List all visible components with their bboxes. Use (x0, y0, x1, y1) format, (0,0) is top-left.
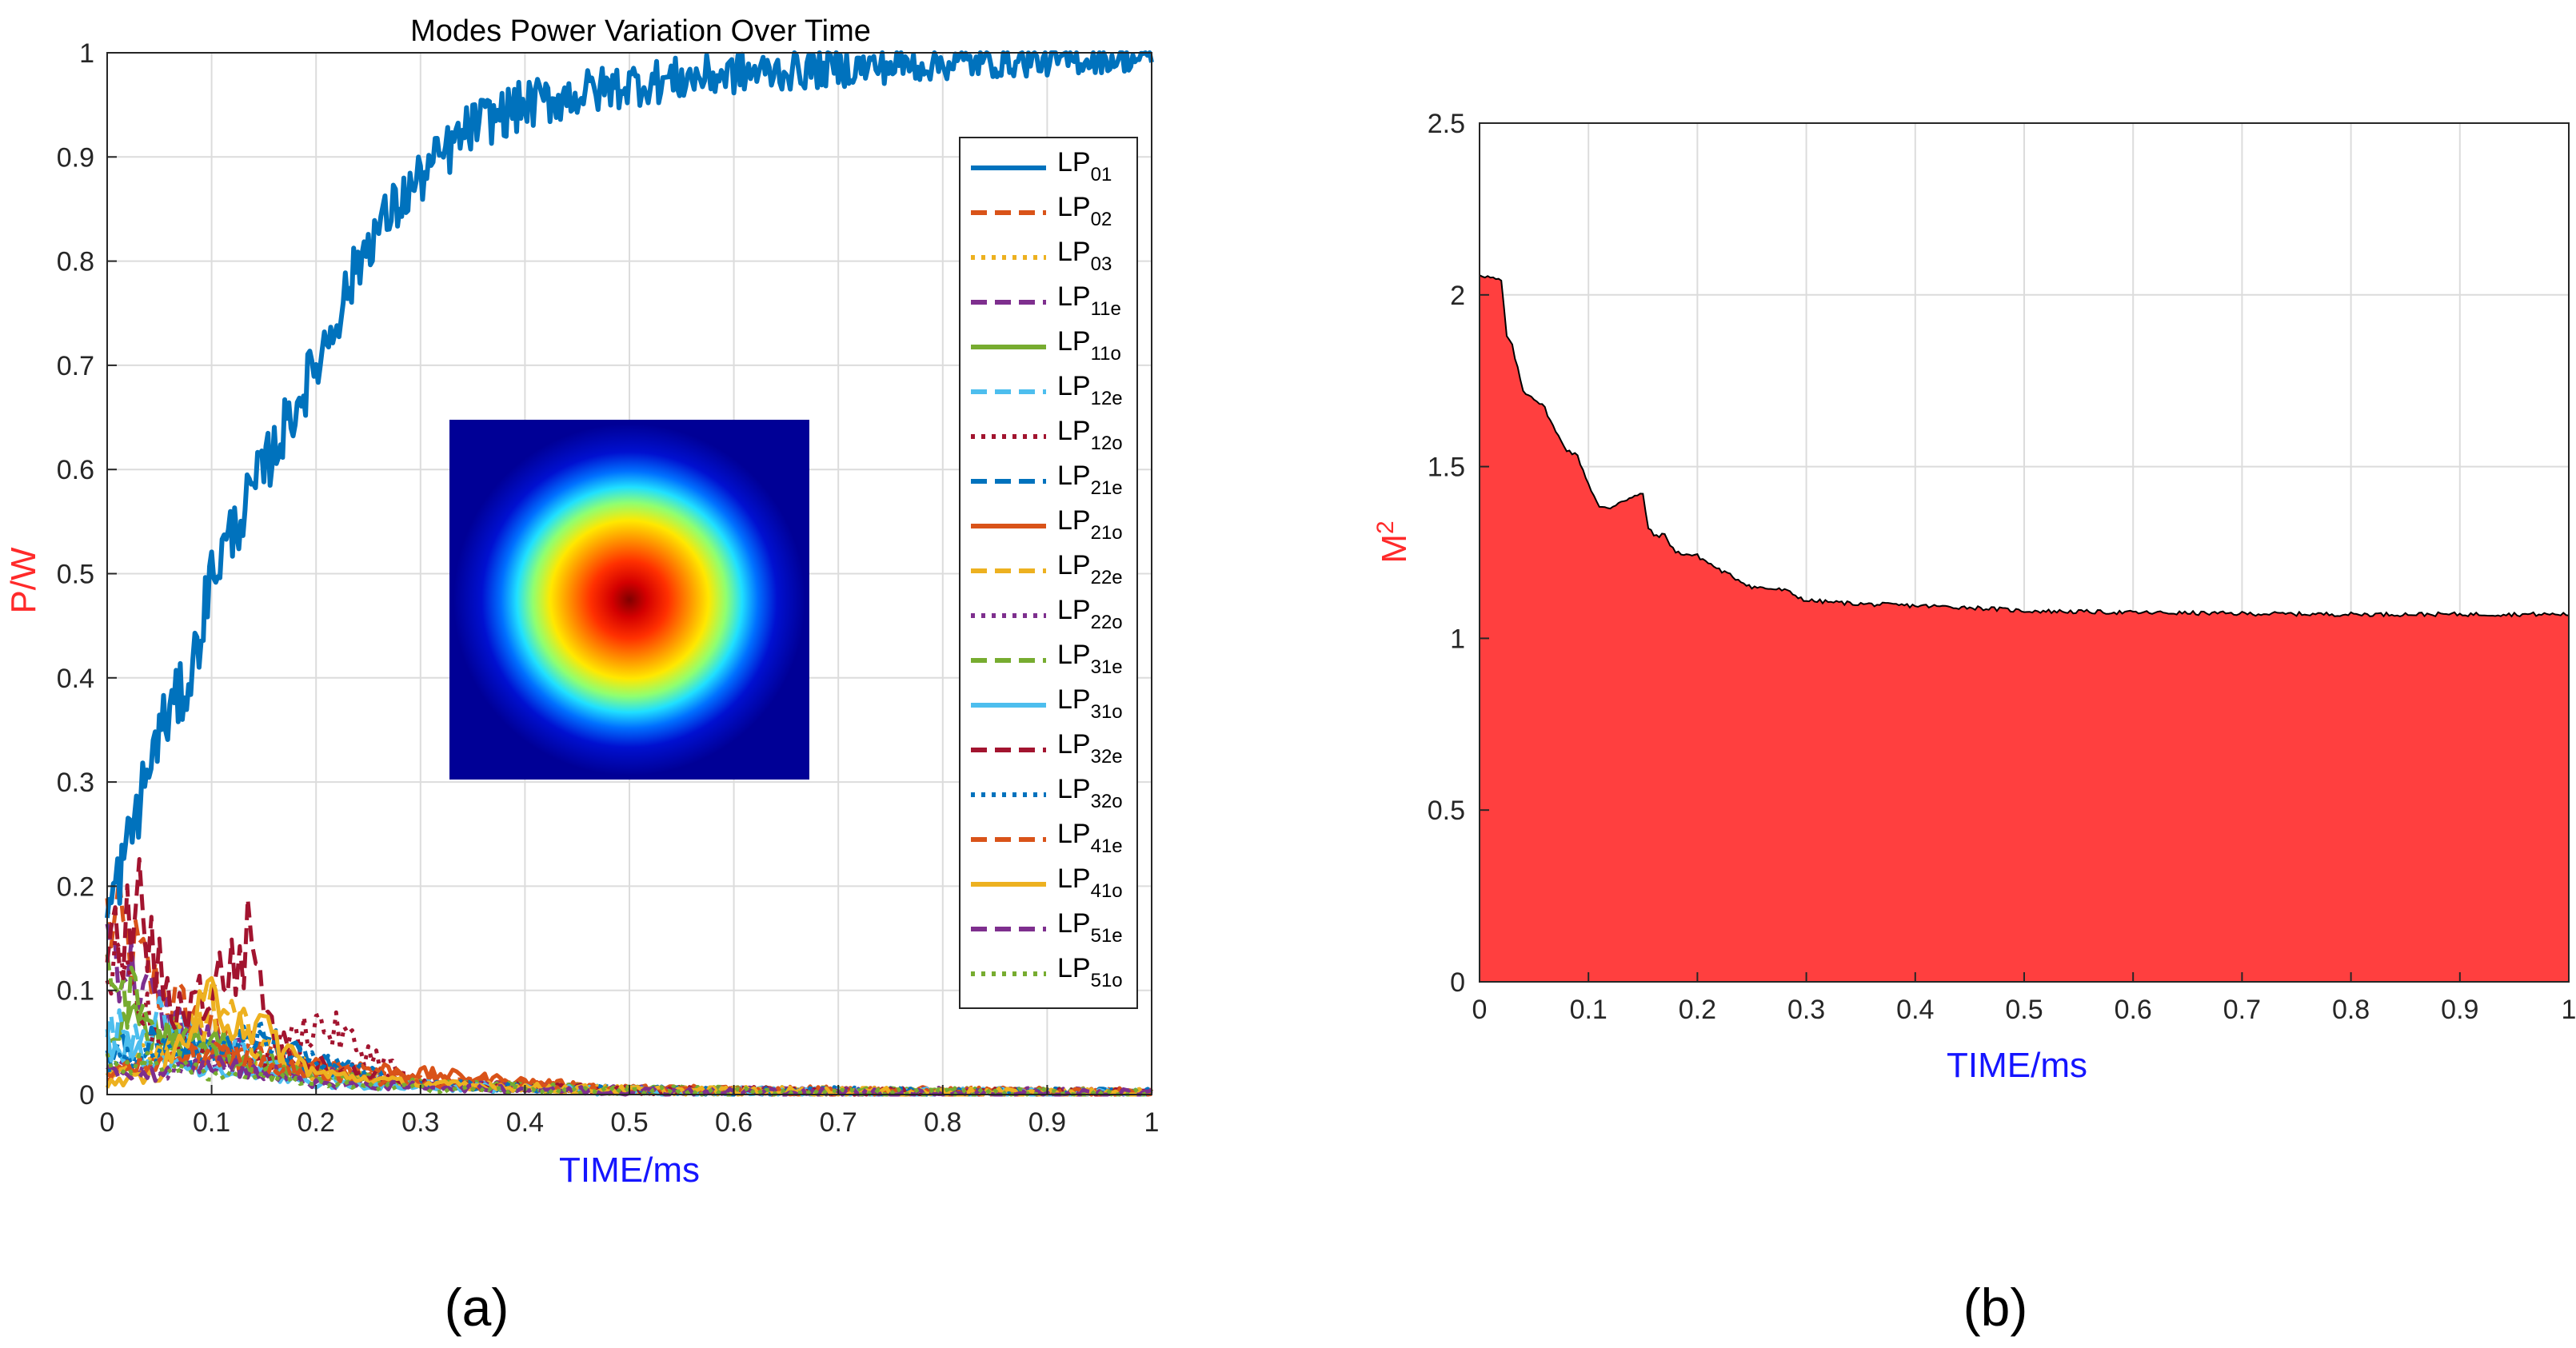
legend-box (959, 137, 1138, 1009)
x-tick-label: 0.1 (1570, 995, 1608, 1025)
y-tick-label: 0.7 (57, 351, 94, 381)
panel-label-b: (b) (1963, 1278, 2028, 1337)
y-tick-label: 2.5 (1428, 109, 1465, 139)
x-tick-label: 1 (1144, 1107, 1160, 1138)
y-tick-label: 0.9 (57, 142, 94, 173)
x-tick-label: 0.9 (1028, 1107, 1066, 1138)
y-tick-label: 0.6 (57, 455, 94, 485)
chart-b-y-ticks: 0 0.5 1 1.5 2 2.5 (1428, 109, 1489, 998)
x-tick-label: 0.4 (1896, 995, 1934, 1025)
y-tick-label: 1.5 (1428, 453, 1465, 483)
legend-label: LP32o (1057, 774, 1123, 812)
chart-a-legend: LP01 LP02 LP03 LP11e LP11o LP12e LP12o LP21e LP2… (959, 137, 1138, 1009)
legend-label: LP11e (1057, 281, 1121, 320)
x-tick-label: 0.5 (610, 1107, 648, 1138)
chart-b-line (1479, 274, 2570, 618)
chart-b-ylabel: M2 (1372, 520, 1414, 563)
x-tick-label: 0.7 (820, 1107, 857, 1138)
y-tick-label: 0.8 (57, 247, 94, 277)
chart-a-title: Modes Power Variation Over Time (410, 14, 871, 48)
legend-label: LP41o (1057, 863, 1123, 902)
chart-b-xlabel: TIME/ms (1947, 1046, 2087, 1085)
legend-label: LP51o (1057, 953, 1123, 991)
chart-b-x-ticks: 0 0.1 0.2 0.3 0.4 0.5 0.6 0.7 0.8 0.9 1 (1472, 972, 2576, 1025)
legend-label: LP22o (1057, 595, 1123, 633)
legend-label: LP12o (1057, 416, 1123, 454)
y-tick-label: 0.4 (57, 664, 94, 694)
chart-b-area (1480, 275, 2569, 982)
y-tick-label: 0 (79, 1080, 94, 1111)
x-tick-label: 0.8 (2332, 995, 2370, 1025)
legend-label: LP21e (1057, 461, 1123, 499)
y-tick-label: 0.5 (57, 560, 94, 590)
x-tick-label: 0.6 (2115, 995, 2152, 1025)
y-tick-label: 2 (1450, 281, 1465, 311)
legend-label: LP51e (1057, 908, 1123, 947)
y-tick-label: 0.2 (57, 871, 94, 902)
x-tick-label: 0.3 (401, 1107, 439, 1138)
x-tick-label: 0.3 (1787, 995, 1825, 1025)
x-tick-label: 1 (2562, 995, 2576, 1025)
x-tick-label: 0.6 (715, 1107, 753, 1138)
series-line-lp51o (105, 1051, 1152, 1097)
chart-a-ylabel: P/W (4, 547, 43, 614)
legend-label: LP21o (1057, 505, 1123, 544)
y-tick-label: 0.5 (1428, 796, 1465, 826)
legend-label: LP12e (1057, 371, 1123, 409)
y-tick-label: 0 (1450, 967, 1465, 998)
panel-label-a: (a) (445, 1278, 509, 1337)
legend-label: LP03 (1057, 237, 1112, 275)
x-tick-label: 0 (100, 1107, 115, 1138)
beam-profile-inset (449, 420, 809, 780)
x-tick-label: 0.2 (1679, 995, 1716, 1025)
x-tick-label: 0.8 (924, 1107, 961, 1138)
legend-label: LP31e (1057, 640, 1123, 678)
x-tick-label: 0.9 (2441, 995, 2478, 1025)
legend-label: LP31o (1057, 684, 1123, 723)
legend-label: LP02 (1057, 192, 1112, 230)
x-tick-label: 0.7 (2223, 995, 2261, 1025)
legend-label: LP32e (1057, 729, 1123, 768)
x-tick-label: 0.1 (193, 1107, 230, 1138)
x-tick-label: 0.2 (298, 1107, 335, 1138)
y-tick-label: 0.3 (57, 768, 94, 798)
panel-b-chart: 0 0.1 0.2 0.3 0.4 0.5 0.6 0.7 0.8 0.9 1 0 0.5 1 1.5 2 2… (1372, 109, 2576, 1337)
chart-a-y-ticks: 0 0.1 0.2 0.3 0.4 0.5 0.6 0.7 0.8 0.9 1 (57, 38, 117, 1111)
y-tick-label: 1 (1450, 624, 1465, 654)
chart-b-ylabel-base: M (1375, 534, 1414, 564)
chart-a-x-ticks: 0 0.1 0.2 0.3 0.4 0.5 0.6 0.7 0.8 0.9 1 (100, 1085, 1160, 1138)
x-tick-label: 0.5 (2005, 995, 2043, 1025)
legend-label: LP01 (1057, 147, 1112, 185)
legend-label: LP11o (1057, 326, 1121, 365)
legend-label: LP41e (1057, 819, 1123, 857)
panel-a-chart: Modes Power Variation Over Time 0 0.1 0.2 0… (4, 14, 1159, 1337)
y-tick-label: 1 (79, 38, 94, 69)
chart-a-xlabel: TIME/ms (559, 1151, 700, 1190)
series-line-lp01 (105, 50, 1154, 919)
y-tick-label: 0.1 (57, 976, 94, 1007)
x-tick-label: 0.4 (506, 1107, 544, 1138)
legend-label: LP22e (1057, 550, 1123, 588)
chart-b-ylabel-sup: 2 (1372, 520, 1399, 534)
x-tick-label: 0 (1472, 995, 1488, 1025)
